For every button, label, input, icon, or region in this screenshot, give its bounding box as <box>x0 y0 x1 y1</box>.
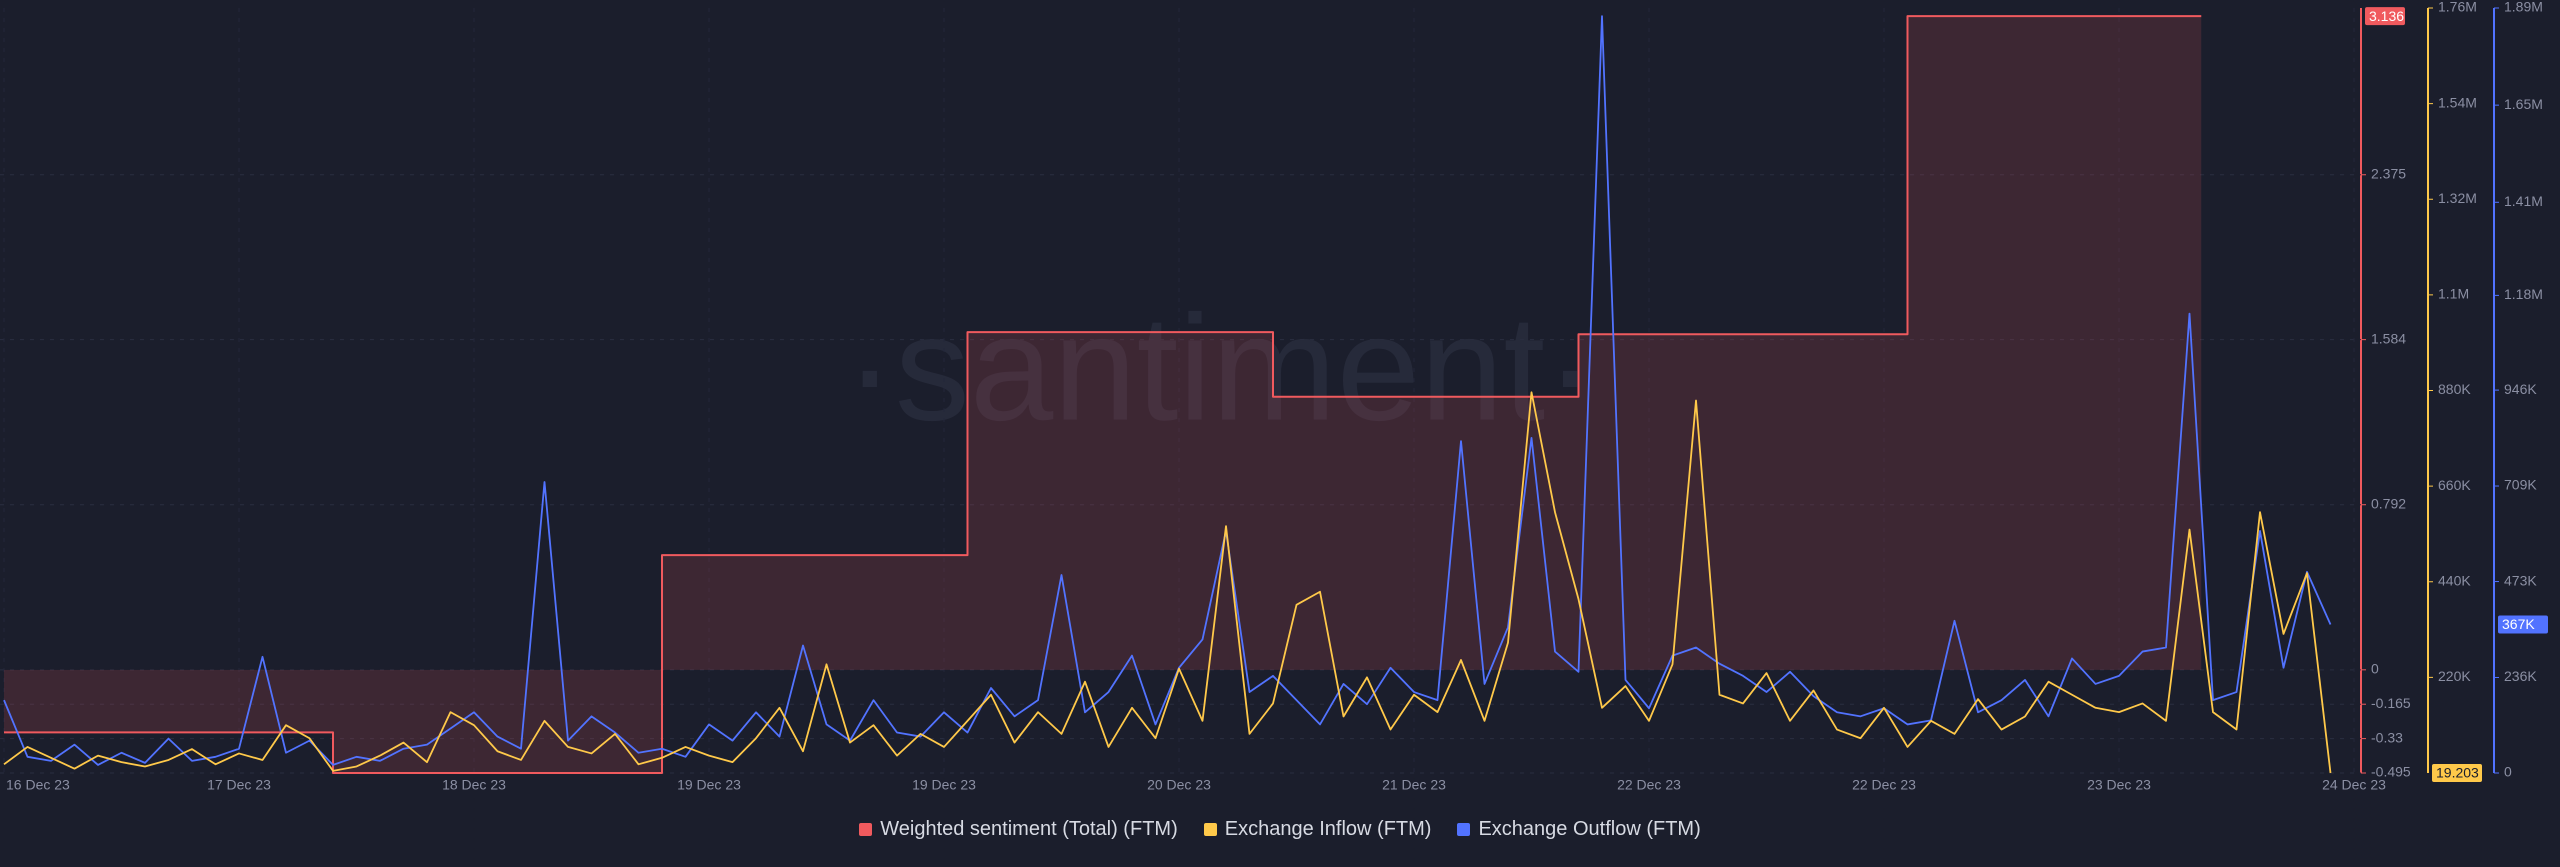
value-badge <box>2365 7 2405 26</box>
legend-swatch <box>1203 823 1217 836</box>
x-tick-label: 16 Dec 23 <box>6 777 70 793</box>
series-line <box>3 15 2332 766</box>
y3-tick-label: 1.65M <box>2504 96 2543 112</box>
sentiment-area <box>4 16 2202 773</box>
y3-tick-label: 709K <box>2504 477 2537 493</box>
x-tick-label: 24 Dec 23 <box>2322 777 2386 793</box>
y2-tick-label: 1.32M <box>2438 190 2477 206</box>
legend-item[interactable]: Exchange Inflow (FTM) <box>1203 818 1432 841</box>
series-line <box>3 391 2332 774</box>
value-badge <box>2432 763 2482 782</box>
value-badge <box>2498 615 2548 634</box>
legend-item[interactable]: Weighted sentiment (Total) (FTM) <box>859 818 1178 841</box>
y3-tick-label: 1.18M <box>2504 286 2543 302</box>
y3-tick-label: 1.41M <box>2504 193 2543 209</box>
y3-tick-label: 0 <box>2504 764 2512 780</box>
legend-label: Weighted sentiment (Total) (FTM) <box>880 818 1178 840</box>
y-tick-label: -0.165 <box>2371 695 2411 711</box>
legend-swatch <box>859 823 873 836</box>
x-tick-label: 17 Dec 23 <box>207 777 271 793</box>
legend-label: Exchange Outflow (FTM) <box>1478 818 1701 840</box>
y3-tick-label: 1.89M <box>2504 0 2543 15</box>
value-badge-label: 19.203 <box>2436 765 2479 781</box>
legend-swatch <box>1457 823 1471 836</box>
y3-tick-label: 236K <box>2504 668 2537 684</box>
x-tick-label: 21 Dec 23 <box>1382 777 1446 793</box>
x-tick-label: 22 Dec 23 <box>1852 777 1916 793</box>
x-tick-label: 19 Dec 23 <box>912 777 976 793</box>
x-tick-label: 22 Dec 23 <box>1617 777 1681 793</box>
y3-tick-label: 946K <box>2504 381 2537 397</box>
y-tick-label: 0.792 <box>2371 495 2406 511</box>
x-tick-label: 18 Dec 23 <box>442 777 506 793</box>
x-tick-label: 20 Dec 23 <box>1147 777 1211 793</box>
watermark: ·santiment· <box>845 284 1595 452</box>
y-tick-label: 2.375 <box>2371 165 2406 181</box>
y2-tick-label: 220K <box>2438 668 2471 684</box>
value-badge-label: 367K <box>2502 616 2535 632</box>
y-tick-label: -0.33 <box>2371 729 2403 745</box>
series-line <box>4 15 2202 774</box>
y2-tick-label: 1.1M <box>2438 286 2469 302</box>
y-tick-label: -0.495 <box>2371 764 2411 780</box>
y2-tick-label: 660K <box>2438 477 2471 493</box>
x-tick-label: 23 Dec 23 <box>2087 777 2151 793</box>
y3-tick-label: 473K <box>2504 572 2537 588</box>
y2-tick-label: 1.54M <box>2438 94 2477 110</box>
y-tick-label: 1.584 <box>2371 330 2406 346</box>
legend-label: Exchange Inflow (FTM) <box>1224 818 1432 840</box>
x-tick-label: 19 Dec 23 <box>677 777 741 793</box>
y2-tick-label: 440K <box>2438 572 2471 588</box>
y2-tick-label: 880K <box>2438 381 2471 397</box>
y2-tick-label: 1.76M <box>2438 0 2477 15</box>
y-tick-label: 0 <box>2371 661 2379 677</box>
legend-item[interactable]: Exchange Outflow (FTM) <box>1457 818 1701 841</box>
chart: ·santiment· -0.495 -0.33 -0.165 0 0.792 1.584… <box>0 0 2548 793</box>
value-badge-label: 3.136 <box>2369 8 2404 24</box>
legend: Weighted sentiment (Total) (FTM) Exchange… <box>0 818 2560 841</box>
